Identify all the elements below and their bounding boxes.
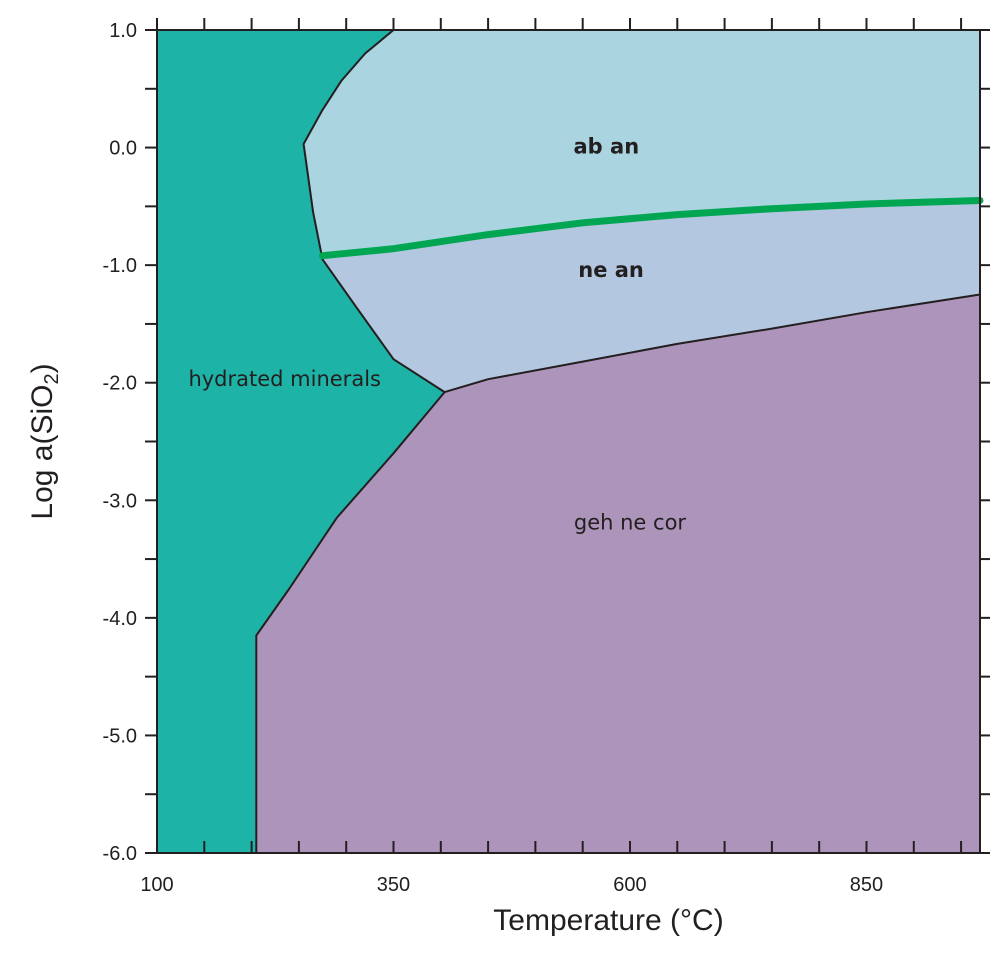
x-tick-label: 600 bbox=[613, 874, 646, 896]
phase-boundary-2 bbox=[443, 293, 981, 394]
y-tick-label: -4.0 bbox=[103, 608, 137, 630]
x-tick-label: 350 bbox=[377, 874, 410, 896]
region-label-hydrated-minerals: hydrated minerals bbox=[188, 367, 381, 391]
x-tick-label: 100 bbox=[140, 874, 173, 896]
phase-boundary-1 bbox=[156, 29, 446, 854]
x-tick-label: 850 bbox=[850, 874, 883, 896]
region-label-ab-an: ab an bbox=[574, 134, 640, 158]
y-axis-title-main: Log a(SiO bbox=[26, 385, 59, 520]
phase-boundary-3 bbox=[319, 197, 984, 260]
y-tick-label: -1.0 bbox=[103, 255, 137, 277]
boundaries-layer bbox=[156, 29, 984, 854]
y-tick-label: -6.0 bbox=[103, 843, 137, 865]
y-tick-label: -3.0 bbox=[103, 490, 137, 512]
region-label-ne-an: ne an bbox=[578, 258, 644, 282]
y-axis-title: Log a(SiO2) bbox=[26, 363, 63, 519]
y-axis-title-subscript: 2 bbox=[41, 373, 63, 384]
x-axis-title: Temperature (°C) bbox=[493, 904, 723, 937]
labels-layer: 100 350 600 850 1.0 0.0 -1.0 -2.0 -3.0 -4.0 -5.0 -6… bbox=[103, 20, 884, 896]
y-tick-label: 0.0 bbox=[109, 138, 137, 160]
y-axis-title-close: ) bbox=[26, 363, 59, 373]
y-tick-label: 1.0 bbox=[109, 20, 137, 42]
y-tick-label: -2.0 bbox=[103, 373, 137, 395]
y-tick-label: -5.0 bbox=[103, 725, 137, 747]
regions-layer bbox=[156, 29, 981, 854]
region-label-geh-ne-cor: geh ne cor bbox=[574, 511, 687, 535]
ticks-layer bbox=[145, 18, 990, 854]
